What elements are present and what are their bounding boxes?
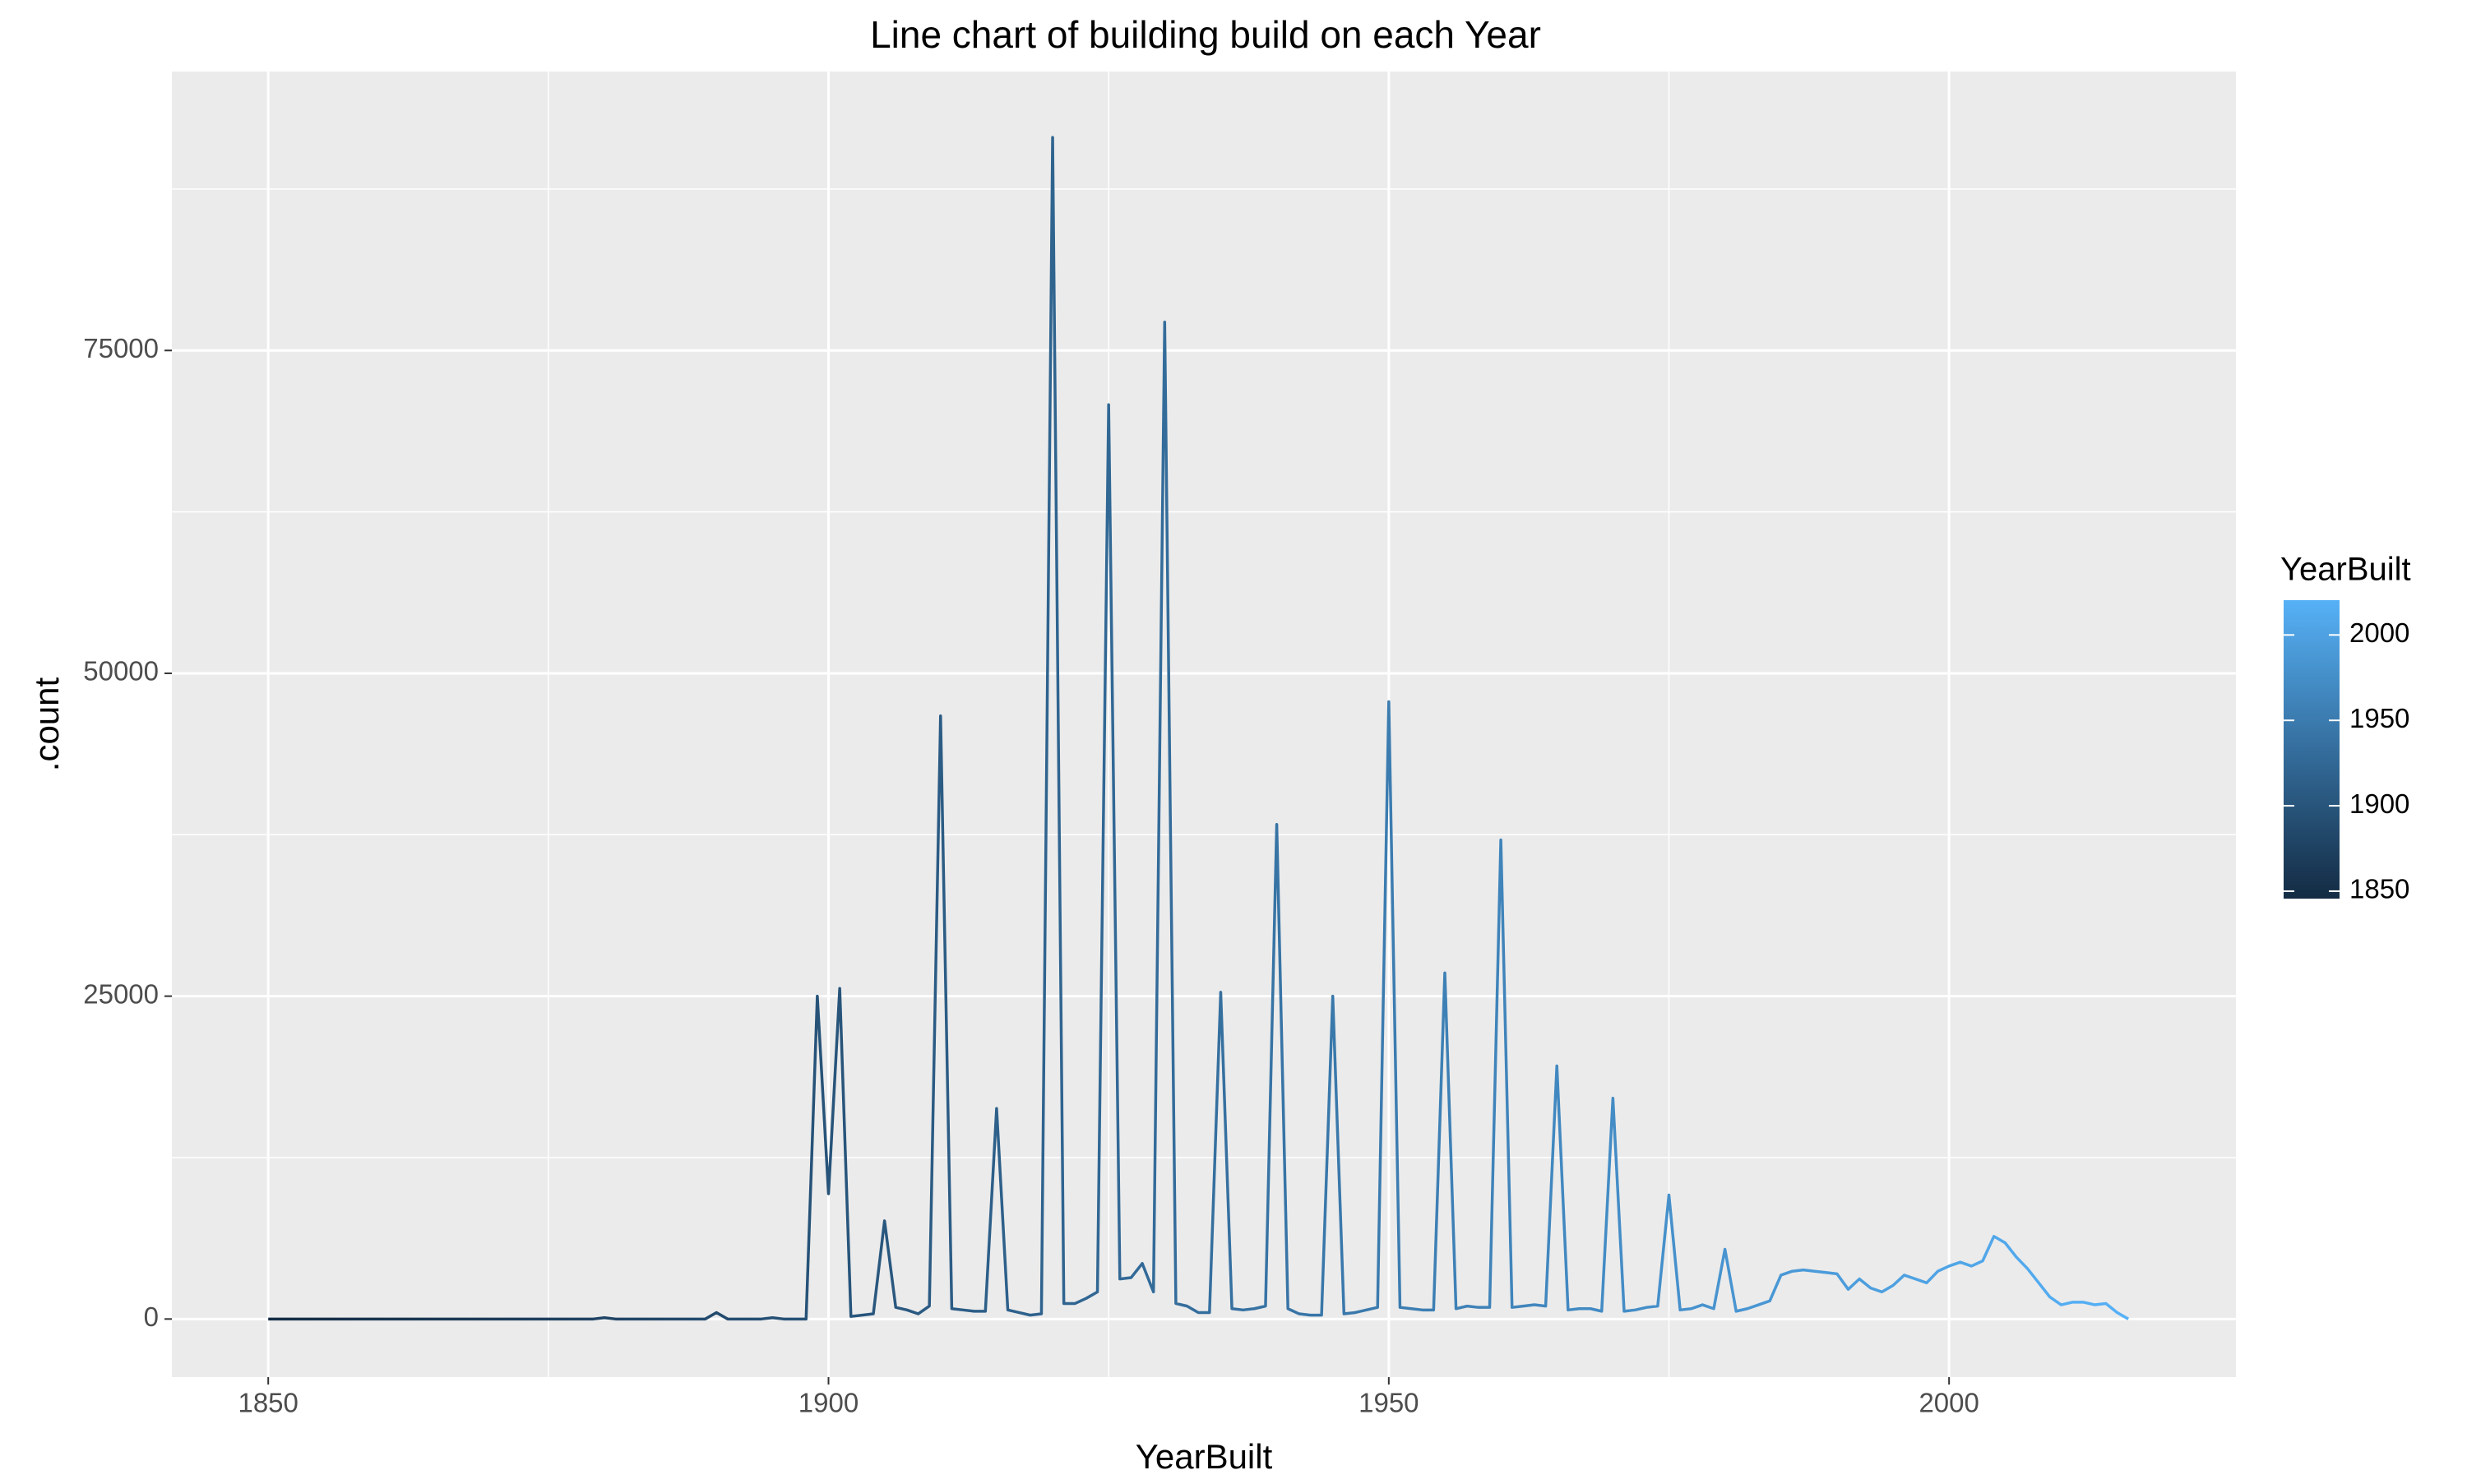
legend-colorbar: [2284, 600, 2340, 899]
legend-label: 1950: [2349, 703, 2409, 733]
x-tick-label: 1900: [798, 1388, 859, 1418]
legend-label: 1850: [2349, 874, 2409, 904]
legend-label: 2000: [2349, 617, 2409, 648]
x-tick-label: 1950: [1358, 1388, 1419, 1418]
chart-title: Line chart of building build on each Yea…: [870, 13, 1541, 56]
x-tick-label: 1850: [238, 1388, 298, 1418]
y-tick-label: 25000: [83, 978, 159, 1009]
legend-label: 1900: [2349, 788, 2409, 819]
x-tick-label: 2000: [1919, 1388, 1979, 1418]
data-line: [268, 136, 2130, 1321]
y-tick-label: 50000: [83, 656, 159, 687]
x-axis-title: YearBuilt: [1136, 1437, 1273, 1476]
y-axis-title: .count: [27, 677, 66, 771]
y-tick-label: 75000: [83, 333, 159, 363]
panel: [172, 72, 2236, 1377]
legend-title: YearBuilt: [2280, 552, 2411, 588]
y-tick-label: 0: [144, 1301, 159, 1332]
